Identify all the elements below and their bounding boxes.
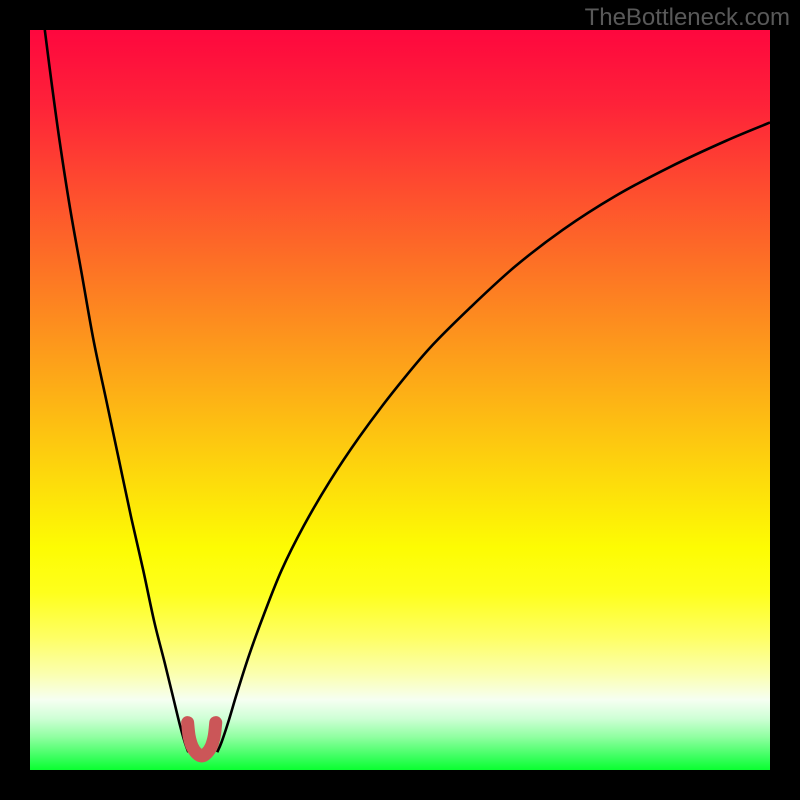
watermark-text: TheBottleneck.com xyxy=(585,4,790,32)
bottleneck-chart xyxy=(0,0,800,800)
chart-frame: TheBottleneck.com xyxy=(0,0,800,800)
gradient-background xyxy=(30,30,770,770)
